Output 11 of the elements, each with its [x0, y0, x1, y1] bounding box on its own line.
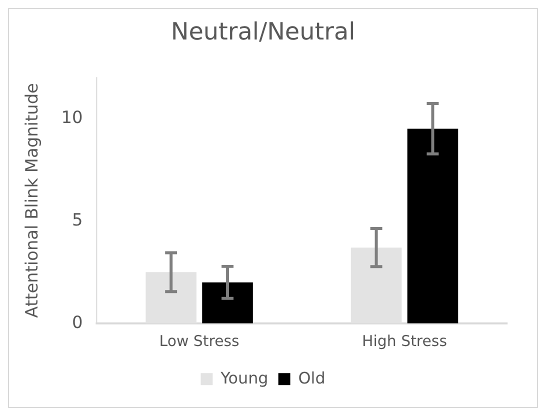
- bar: [202, 282, 253, 324]
- bar: [407, 128, 458, 324]
- x-tick-label: Low Stress: [159, 332, 240, 350]
- y-tick-label: 5: [72, 209, 83, 230]
- legend-label: Old: [298, 368, 326, 388]
- y-tick-label: 10: [61, 106, 83, 127]
- x-tick-label: High Stress: [362, 332, 448, 350]
- legend-label: Young: [220, 368, 268, 388]
- y-tick-label: 0: [72, 312, 83, 332]
- y-axis-title: Attentional Blink Magnitude: [22, 83, 42, 318]
- chart-title: Neutral/Neutral: [170, 17, 356, 46]
